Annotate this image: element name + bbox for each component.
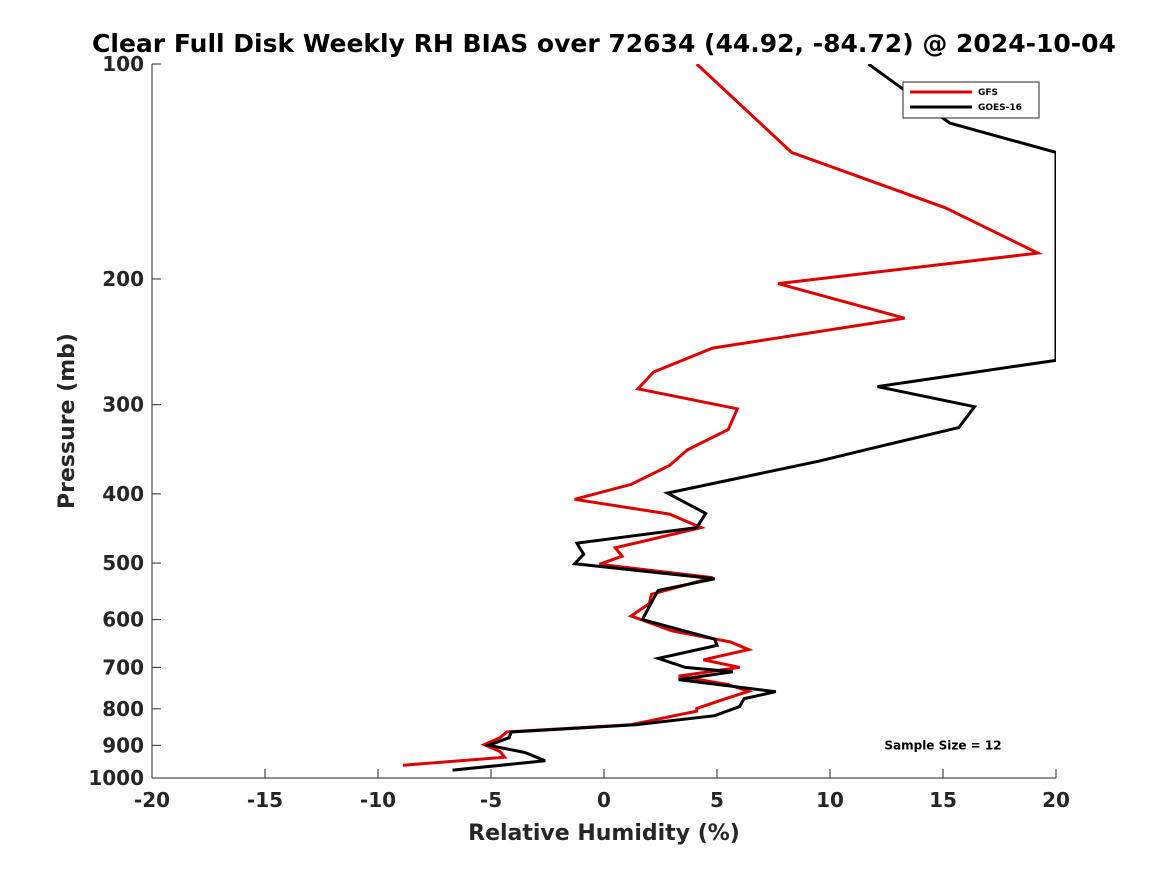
x-tick-label: -20 [134, 788, 170, 812]
chart-title: Clear Full Disk Weekly RH BIAS over 7263… [92, 29, 1116, 58]
y-tick-label: 1000 [88, 766, 144, 790]
series-lines [402, 64, 1056, 772]
x-axis-label: Relative Humidity (%) [468, 821, 740, 846]
legend: GFS GOES-16 [902, 81, 1040, 119]
y-tick-label: 400 [102, 482, 144, 506]
y-axis-ticks: 100 200 300 400 500 600 700 800 900 1000 [88, 52, 161, 790]
x-tick-label: 0 [597, 788, 611, 812]
x-tick-label: -10 [360, 788, 396, 812]
series-line-goes-16 [452, 64, 1056, 772]
y-tick-label: 700 [102, 655, 144, 679]
legend-box [902, 81, 1040, 119]
legend-label-goes-16: GOES-16 [978, 103, 1022, 113]
y-tick-label: 300 [102, 393, 144, 417]
x-tick-label: -15 [247, 788, 283, 812]
y-tick-label: 600 [102, 608, 144, 632]
x-tick-label: 15 [929, 788, 957, 812]
x-axis-ticks: -20 -15 -10 -5 0 5 10 15 20 [134, 769, 1070, 812]
y-tick-label: 800 [102, 697, 144, 721]
plot-area [152, 64, 1056, 778]
sample-size-annotation: Sample Size = 12 [884, 738, 1001, 752]
x-tick-label: 5 [710, 788, 724, 812]
y-tick-label: 100 [102, 52, 144, 76]
y-tick-label: 200 [102, 267, 144, 291]
legend-label-gfs: GFS [978, 88, 998, 98]
y-tick-label: 500 [102, 551, 144, 575]
x-tick-label: -5 [480, 788, 502, 812]
x-tick-label: 10 [816, 788, 844, 812]
y-axis-label: Pressure (mb) [55, 333, 80, 509]
x-tick-label: 20 [1042, 788, 1070, 812]
y-tick-label: 900 [102, 733, 144, 757]
